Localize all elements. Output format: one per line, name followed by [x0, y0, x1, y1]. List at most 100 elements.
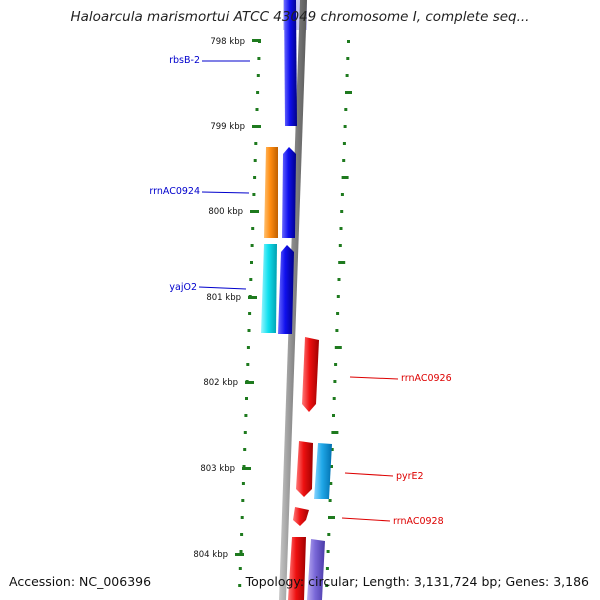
- gene-leader-rrnAC0924: [201, 191, 250, 194]
- ruler-ticks-left: [238, 40, 261, 587]
- scale-mark-804: 804 kbp: [193, 550, 244, 560]
- gene-label-rbsB-2-text[interactable]: rbsB-2: [169, 55, 200, 66]
- ruler-dot: [341, 176, 349, 179]
- feature-rbsB-2[interactable]: [284, 0, 297, 126]
- ruler-dot: [342, 142, 346, 145]
- ruler-dot: [339, 227, 343, 230]
- feature-yajO2[interactable]: [261, 244, 294, 334]
- ruler-dot: [330, 448, 334, 451]
- scale-mark-802: 802 kbp: [203, 378, 254, 388]
- gene-label-rrnAC0928[interactable]: rrnAC0928: [341, 516, 444, 527]
- gene-leader-pyrE2: [344, 472, 394, 477]
- scale-tick-799: [252, 125, 261, 128]
- ruler-dot: [240, 516, 244, 519]
- ruler-dot: [253, 176, 257, 179]
- ruler-dot: [246, 363, 250, 366]
- ruler-dot: [346, 57, 350, 60]
- ruler-dot: [343, 125, 347, 128]
- ruler-dot: [248, 312, 252, 315]
- gene-label-rrnAC0926-text[interactable]: rrnAC0926: [401, 373, 452, 384]
- ruler-dot: [244, 414, 248, 417]
- ruler-dot: [250, 244, 254, 247]
- gene-leader-rrnAC0926: [349, 376, 399, 380]
- ruler-dot: [329, 482, 333, 485]
- ruler-dot: [238, 584, 242, 587]
- scale-tick-800: [250, 210, 259, 213]
- ruler-dot: [325, 584, 329, 587]
- feature-lower-pair[interactable]: [288, 537, 325, 600]
- gene-label-pyrE2-text[interactable]: pyrE2: [396, 471, 424, 482]
- ruler-dot: [344, 108, 348, 111]
- ruler-dot: [256, 74, 260, 77]
- scale-label-801: 801 kbp: [206, 293, 241, 303]
- feature-rrnAC0928[interactable]: [293, 507, 309, 526]
- ruler-dot: [332, 397, 336, 400]
- ruler-dot: [328, 516, 335, 519]
- ruler-dot: [257, 57, 261, 60]
- gene-label-yajO2[interactable]: yajO2: [169, 282, 247, 293]
- scale-label-803: 803 kbp: [200, 464, 235, 474]
- gene-label-yajO2-text[interactable]: yajO2: [169, 282, 197, 293]
- feature-pyrE2[interactable]: [296, 441, 332, 499]
- ruler-dot: [246, 346, 250, 349]
- gene-label-rbsB-2[interactable]: rbsB-2: [169, 55, 250, 66]
- map-title: Haloarcula marismortui ATCC 43049 chromo…: [70, 9, 530, 25]
- scale-mark-798: 798 kbp: [210, 37, 261, 47]
- scale-label-800: 800 kbp: [208, 207, 243, 217]
- scale-label-804: 804 kbp: [193, 550, 228, 560]
- ruler-dot: [333, 380, 337, 383]
- ruler-dot: [336, 312, 340, 315]
- scale-mark-799: 799 kbp: [210, 122, 261, 132]
- ruler-dot: [247, 329, 251, 332]
- topology-text: Topology: circular; Length: 3,131,724 bp…: [245, 574, 589, 589]
- scale-label-802: 802 kbp: [203, 378, 238, 388]
- scale-label-799: 799 kbp: [210, 122, 245, 132]
- gene-label-pyrE2[interactable]: pyrE2: [344, 471, 424, 482]
- ruler-dot: [325, 567, 329, 570]
- ruler-dot: [330, 465, 333, 468]
- ruler-dot: [251, 227, 255, 230]
- ruler-dot: [332, 414, 335, 417]
- accession-text: Accession: NC_006396: [9, 574, 152, 589]
- ruler-dot: [243, 431, 247, 434]
- gene-label-rrnAC0924[interactable]: rrnAC0924: [149, 186, 250, 197]
- ruler-dot: [243, 448, 247, 451]
- ruler-dot: [335, 329, 339, 332]
- scale-tick-804: [235, 553, 244, 556]
- ruler-dot: [340, 193, 344, 196]
- ruler-dot: [239, 550, 243, 553]
- ruler-dot: [255, 108, 259, 111]
- gene-leader-rrnAC0928: [341, 517, 391, 522]
- scale-mark-803: 803 kbp: [200, 464, 251, 474]
- scale-tick-803: [242, 467, 251, 470]
- ruler-dot: [241, 499, 245, 502]
- scale-tick-802: [245, 381, 254, 384]
- ruler-dot: [328, 499, 332, 502]
- ruler-dot: [250, 261, 253, 264]
- ruler-dot: [327, 533, 331, 536]
- ruler-dot: [334, 363, 338, 366]
- ruler-dot: [338, 244, 342, 247]
- gene-label-rrnAC0928-text[interactable]: rrnAC0928: [393, 516, 444, 527]
- scale-mark-801: 801 kbp: [206, 293, 257, 303]
- ruler-dot: [238, 567, 242, 570]
- ruler-dot: [345, 74, 349, 77]
- ruler-dot: [249, 278, 253, 281]
- ruler-dot: [336, 295, 340, 298]
- gene-label-rrnAC0924-text[interactable]: rrnAC0924: [149, 186, 200, 197]
- feature-rrnAC0924[interactable]: [264, 147, 296, 238]
- scale-mark-800: 800 kbp: [208, 207, 259, 217]
- ruler-ticks-right: [325, 40, 352, 587]
- gene-label-rrnAC0926[interactable]: rrnAC0926: [349, 373, 452, 384]
- ruler-dot: [242, 465, 246, 468]
- scale-tick-801: [248, 296, 257, 299]
- scale-tick-798: [252, 39, 261, 42]
- feature-rrnAC0926[interactable]: [302, 337, 319, 412]
- ruler-dot: [331, 431, 339, 434]
- ruler-dot: [347, 40, 350, 43]
- ruler-dot: [345, 91, 352, 94]
- ruler-dot: [256, 91, 260, 94]
- ruler-dot: [338, 261, 346, 264]
- chromosome-backbone: [279, 0, 307, 600]
